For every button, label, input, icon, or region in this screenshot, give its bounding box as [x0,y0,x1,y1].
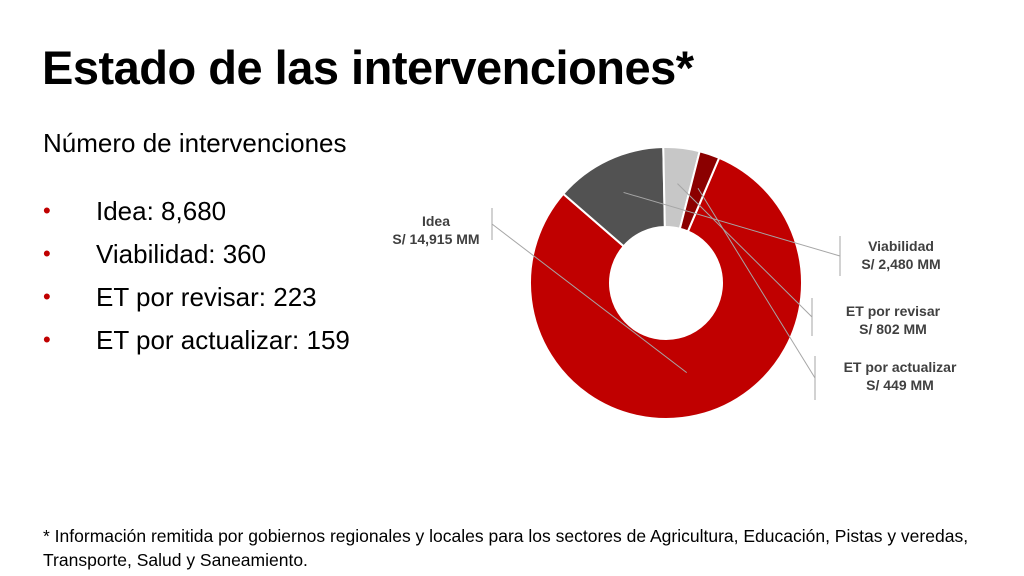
bullet-text: ET por revisar: 223 [96,282,317,312]
data-label-category: ET por actualizar [844,359,957,375]
slide-title: Estado de las intervenciones* [42,41,694,94]
bullet-text: ET por actualizar: 159 [96,325,350,355]
data-label-value: S/ 449 MM [866,377,934,393]
data-label-category: Viabilidad [868,238,934,254]
bullet-text: Viabilidad: 360 [96,239,267,269]
leader-line [677,183,813,318]
data-label-category: Idea [422,213,450,229]
bullet-text: Idea: 8,680 [96,196,227,226]
data-label-category: ET por revisar [846,303,941,319]
slide-subtitle: Número de intervenciones [43,128,347,158]
data-label-value: S/ 802 MM [859,321,927,337]
leader-line [491,223,688,374]
bullet-dot-icon: • [43,284,51,309]
bullet-dot-icon: • [43,327,51,352]
footnote: * Información remitida por gobiernos reg… [43,526,969,570]
bullet-dot-icon: • [43,198,51,223]
data-label-value: S/ 14,915 MM [392,231,479,247]
bullet-dot-icon: • [43,241,51,266]
leader-line [697,187,816,379]
slice-idea [529,156,803,420]
data-label-value: S/ 2,480 MM [861,256,940,272]
leader-line [623,191,841,257]
